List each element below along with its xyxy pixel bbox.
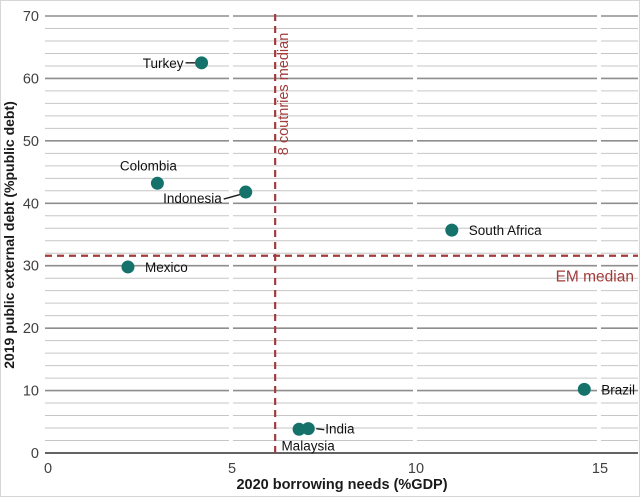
x-tick-label: 5 [228,461,236,477]
gridline-tick-break [413,14,417,451]
point-label-indonesia: Indonesia [163,191,222,206]
point-label-brazil: Brazil [601,382,635,397]
x-axis-title: 2020 borrowing needs (%GDP) [236,477,447,493]
data-point-brazil [577,382,591,396]
data-point-indonesia [239,185,253,199]
label-connector-indonesia [223,193,242,200]
data-point-turkey [195,56,209,70]
data-point-colombia [150,176,164,190]
y-tick-label: 70 [23,9,39,25]
y-tick-label: 50 [23,134,39,150]
data-point-south-africa [445,223,459,237]
point-label-turkey: Turkey [143,56,184,71]
horizontal-median-label: EM median [556,269,634,286]
y-tick-label: 40 [23,196,39,212]
y-tick-label: 20 [23,321,39,337]
point-label-south-africa: South Africa [469,223,542,238]
data-point-malaysia [292,422,306,436]
x-tick-label: 15 [592,461,608,477]
y-tick-label: 30 [23,259,39,275]
y-tick-label: 60 [23,71,39,87]
vertical-median-label: 8 coutnries median [276,33,292,156]
data-point-mexico [121,260,135,274]
point-label-india: India [325,422,355,437]
y-axis-title: 2019 public external debt (%public debt) [1,101,17,369]
data-point-india [301,422,315,436]
point-label-mexico: Mexico [145,260,188,275]
y-tick-label: 0 [31,446,39,462]
gridline-tick-break [229,14,233,451]
point-label-malaysia: Malaysia [281,438,335,453]
point-label-colombia: Colombia [120,158,178,173]
x-tick-label: 10 [408,461,424,477]
x-tick-label: 0 [44,461,52,477]
y-tick-label: 10 [23,384,39,400]
gridline-tick-break [597,14,601,451]
label-connector-india [316,427,325,431]
